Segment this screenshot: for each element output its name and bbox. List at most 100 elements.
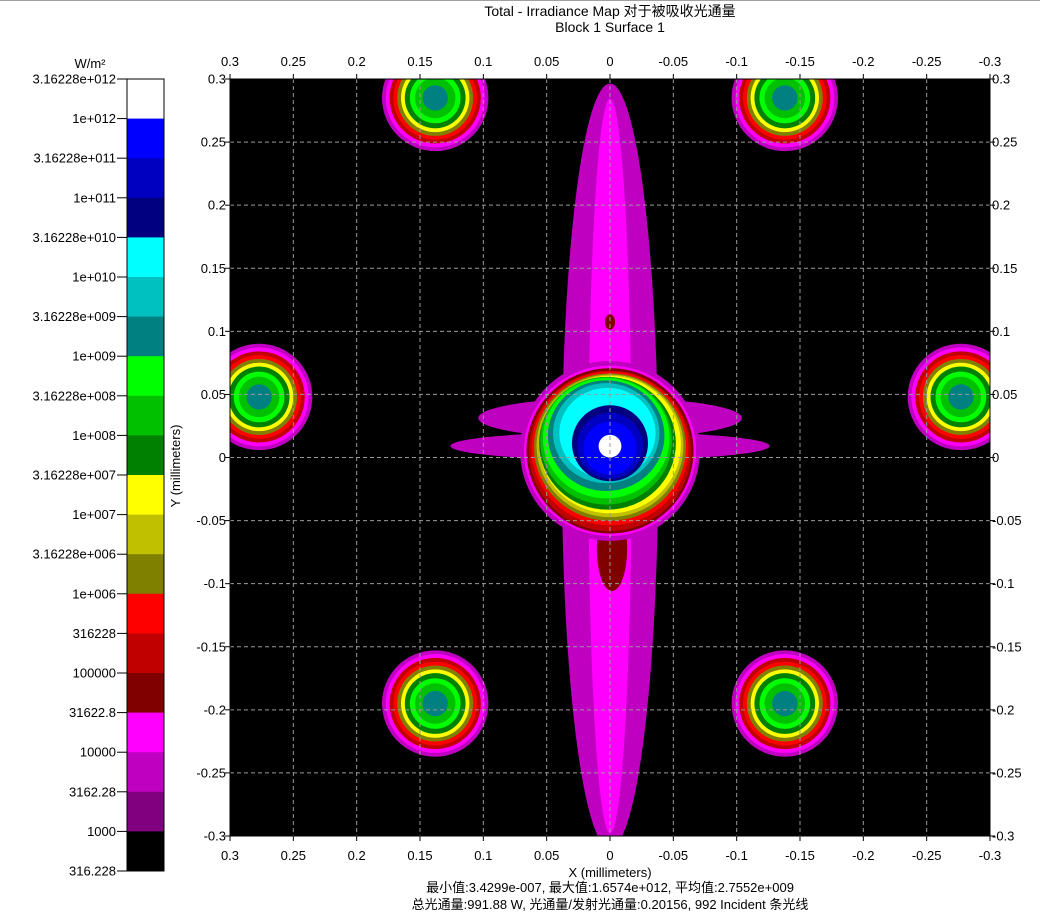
x-tick-label-bottom: 0.25 [281,848,306,863]
colorbar-swatch [127,791,164,832]
colorbar-swatch [127,475,164,516]
colorbar-label: 3.16228e+012 [32,72,116,87]
satellite-spot-ring [948,384,974,410]
colorbar-label: 3.16228e+008 [32,388,116,403]
colorbar-swatch [127,633,164,674]
irradiance-map [230,79,990,836]
y-tick-label-right: -0.1 [992,576,1014,591]
colorbar-swatch [127,831,164,872]
x-tick-label-bottom: 0.05 [534,848,559,863]
y-tick-label-left: 0.2 [208,198,226,213]
x-tick-label-top: -0.1 [725,54,747,69]
colorbar-label: 1e+010 [72,270,116,285]
x-tick-label-bottom: 0.2 [348,848,366,863]
y-tick-label-left: 0.25 [201,135,226,150]
colorbar-swatch [127,118,164,159]
axes: 0.3 0.3 0.25 0.25 0.2 0.2 0.15 0.15 0.1 0.1 0.05 0.… [196,54,1021,863]
colorbar-swatch [127,435,164,476]
colorbar-swatch [127,395,164,436]
colorbar-swatch [127,593,164,634]
colorbar-label: 3.16228e+011 [33,151,116,166]
colorbar-swatch [127,712,164,753]
y-axis-label: Y (millimeters) [168,425,183,508]
colorbar-label: 1000 [87,824,116,839]
y-tick-label-right: -0.05 [992,513,1022,528]
y-tick-label-right: -0.25 [992,765,1022,780]
y-tick-label-right: 0.1 [992,324,1010,339]
x-tick-label-top: 0.2 [348,54,366,69]
grid-lines [230,79,990,836]
colorbar-label: 1e+007 [72,507,116,522]
y-tick-label-right: 0.25 [992,135,1017,150]
x-tick-label-bottom: 0 [606,848,613,863]
colorbar-swatch [127,316,164,357]
x-tick-label-top: 0.15 [407,54,432,69]
x-tick-label-bottom: -0.05 [659,848,689,863]
colorbar-label: 1e+009 [72,349,116,364]
satellite-spot-ring [422,690,448,717]
x-tick-label-top: -0.25 [912,54,942,69]
x-tick-label-top: 0.05 [534,54,559,69]
x-axis-label: X (millimeters) [568,865,651,880]
y-tick-label-left: 0 [219,450,226,465]
upper-streak-maroon [604,314,616,330]
y-tick-label-left: -0.3 [204,829,226,844]
colorbar-label: 3.16228e+009 [32,309,116,324]
x-tick-label-top: -0.05 [659,54,689,69]
x-tick-label-bottom: 0.1 [474,848,492,863]
satellite-spot-ring [772,85,798,111]
y-tick-label-right: -0.2 [992,702,1014,717]
x-tick-label-bottom: -0.1 [725,848,747,863]
colorbar: W/m²3.16228e+012 1e+012 3.16228e+011 1e+011… [32,56,165,879]
colorbar-swatch [127,356,164,397]
chart-title: Total - Irradiance Map 对于被吸收光通量 [484,3,736,19]
y-tick-label-left: 0.1 [208,324,226,339]
stats-line: 最小值:3.4299e-007, 最大值:1.6574e+012, 平均值:2.… [426,880,794,895]
satellite-spot-ring [422,85,448,111]
colorbar-label: 316228 [73,626,116,641]
colorbar-label: 316.228 [69,864,116,879]
colorbar-label: 31622.8 [69,705,116,720]
x-tick-label-bottom: -0.3 [979,848,1001,863]
x-tick-label-top: -0.15 [785,54,815,69]
colorbar-label: 3.16228e+010 [32,230,116,245]
colorbar-swatch [127,752,164,793]
colorbar-label: 3.16228e+007 [32,468,116,483]
window-top-border [0,0,1040,1]
y-tick-label-left: 0.3 [208,72,226,87]
y-tick-label-left: -0.05 [196,513,226,528]
y-tick-label-right: 0.3 [992,72,1010,87]
y-tick-label-left: 0.05 [201,387,226,402]
satellite-spot-ring [772,690,798,717]
x-tick-label-bottom: -0.2 [852,848,874,863]
x-tick-label-bottom: 0.15 [407,848,432,863]
y-tick-label-right: -0.3 [992,829,1014,844]
chart-subtitle: Block 1 Surface 1 [555,19,665,35]
x-tick-label-top: 0.3 [221,54,239,69]
y-tick-label-left: -0.15 [196,639,226,654]
x-tick-label-top: 0.1 [474,54,492,69]
colorbar-swatch [127,277,164,318]
colorbar-label: 1e+011 [73,190,116,205]
colorbar-label: 1e+008 [72,428,116,443]
x-tick-label-bottom: -0.25 [912,848,942,863]
y-tick-label-right: -0.15 [992,639,1022,654]
x-tick-label-top: 0 [606,54,613,69]
x-tick-label-bottom: -0.15 [785,848,815,863]
colorbar-label: 3.16228e+006 [32,547,116,562]
colorbar-swatch [127,79,164,120]
colorbar-label: 100000 [73,666,116,681]
colorbar-label: 10000 [80,745,116,760]
y-tick-label-right: 0.05 [992,387,1017,402]
y-tick-label-left: 0.15 [201,261,226,276]
colorbar-label: 3162.28 [69,784,116,799]
x-tick-label-top: -0.3 [979,54,1001,69]
y-tick-label-left: -0.2 [204,702,226,717]
colorbar-swatch [127,237,164,278]
satellite-spot-ring [246,384,272,410]
x-tick-label-bottom: 0.3 [221,848,239,863]
y-tick-label-left: -0.25 [196,765,226,780]
colorbar-swatch [127,514,164,555]
y-tick-label-right: 0 [992,450,999,465]
